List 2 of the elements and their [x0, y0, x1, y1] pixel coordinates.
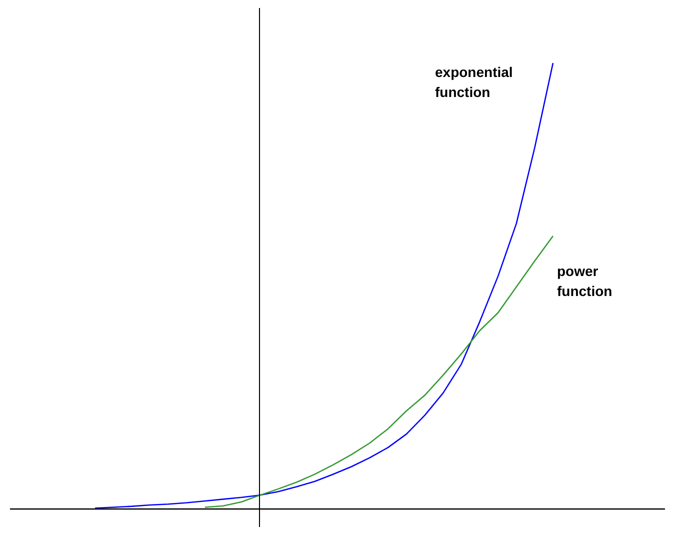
text: exponential function: [435, 64, 513, 100]
series-label: power function: [557, 263, 612, 300]
